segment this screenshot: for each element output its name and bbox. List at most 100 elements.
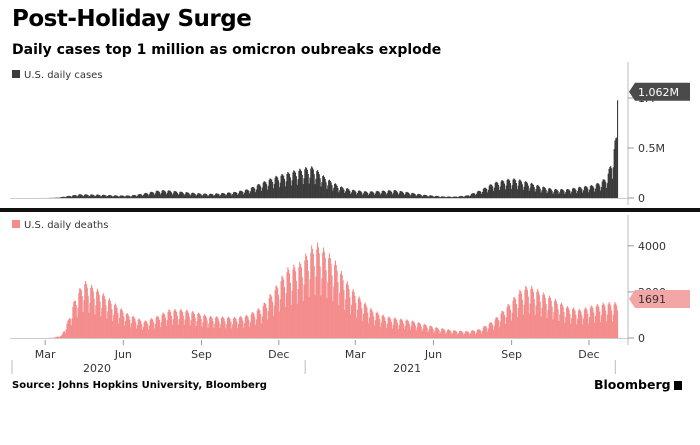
- cases-bar: [473, 193, 475, 198]
- cases-bar: [82, 196, 84, 198]
- cases-bar: [143, 193, 145, 198]
- deaths-bar: [390, 318, 392, 338]
- deaths-bar: [502, 311, 504, 338]
- cases-bar: [189, 195, 191, 198]
- deaths-bar: [196, 321, 198, 338]
- deaths-bar: [285, 293, 287, 338]
- deaths-bar: [221, 317, 223, 338]
- deaths-bar: [330, 263, 332, 338]
- deaths-bar: [247, 316, 249, 338]
- deaths-bar: [165, 325, 167, 338]
- cases-bar: [512, 179, 514, 198]
- cases-bar: [169, 190, 171, 198]
- deaths-bar: [278, 311, 280, 338]
- cases-bar: [268, 180, 270, 198]
- cases-bar: [130, 196, 133, 198]
- cases-bar: [176, 192, 178, 198]
- cases-bar: [253, 187, 255, 198]
- cases-bar: [113, 196, 115, 198]
- deaths-bar: [311, 245, 313, 338]
- cases-bar: [608, 168, 610, 198]
- deaths-bar: [189, 325, 191, 338]
- deaths-bar: [75, 304, 77, 338]
- cases-bar: [239, 190, 241, 198]
- cases-bar: [153, 192, 155, 198]
- deaths-bar: [324, 257, 326, 338]
- cases-bar: [398, 193, 400, 198]
- cases-bar: [267, 185, 269, 198]
- cases-bar: [94, 196, 96, 198]
- deaths-bar: [390, 321, 393, 338]
- deaths-bar: [91, 287, 93, 338]
- deaths-bar: [460, 331, 462, 338]
- deaths-bar: [570, 323, 572, 338]
- cases-bar: [76, 196, 78, 198]
- deaths-bar: [109, 300, 111, 338]
- cases-bar: [544, 188, 546, 198]
- brand-mark-icon: [673, 381, 682, 390]
- cases-bar: [263, 181, 265, 198]
- deaths-bar: [103, 295, 105, 338]
- cases-bar: [118, 196, 120, 198]
- deaths-bar: [558, 321, 560, 338]
- cases-bar: [501, 180, 503, 198]
- cases-bar: [259, 184, 261, 198]
- deaths-bar: [507, 304, 509, 338]
- cases-bar: [109, 195, 111, 198]
- cases-bar: [457, 197, 459, 198]
- deaths-bar: [471, 330, 473, 338]
- cases-bar: [280, 175, 282, 198]
- deaths-bar: [438, 330, 440, 338]
- cases-bar: [294, 171, 296, 198]
- deaths-bar: [595, 306, 597, 338]
- cases-bar: [597, 183, 599, 198]
- deaths-bar: [407, 321, 410, 338]
- cases-bar: [511, 185, 513, 198]
- cases-bar: [121, 195, 123, 198]
- deaths-bar: [57, 336, 59, 338]
- x-tick-label: Dec: [578, 348, 599, 361]
- deaths-bar: [156, 315, 158, 338]
- cases-bar: [405, 192, 407, 198]
- deaths-bar: [120, 308, 122, 338]
- deaths-bar: [456, 332, 458, 338]
- deaths-bar: [576, 324, 578, 338]
- deaths-bar: [270, 294, 272, 338]
- deaths-bar: [70, 325, 72, 338]
- deaths-bar: [386, 323, 388, 338]
- deaths-last-value-label: 1691: [638, 293, 666, 306]
- deaths-bar: [92, 291, 94, 338]
- deaths-bar: [408, 324, 410, 338]
- cases-bar: [343, 189, 345, 198]
- cases-bar: [139, 194, 141, 198]
- deaths-bar: [497, 317, 499, 338]
- deaths-bar: [300, 263, 302, 338]
- deaths-bar: [177, 324, 179, 338]
- cases-bar: [210, 193, 212, 198]
- deaths-bar: [76, 317, 78, 338]
- cases-bar: [226, 192, 229, 198]
- cases-bar: [206, 194, 208, 198]
- cases-bar: [70, 196, 72, 198]
- cases-bar: [254, 188, 256, 198]
- cases-bar: [160, 192, 162, 198]
- deaths-bar: [373, 316, 375, 338]
- deaths-bar: [443, 329, 445, 338]
- cases-bar: [338, 192, 340, 198]
- deaths-bar: [64, 332, 66, 338]
- deaths-bar: [543, 292, 545, 338]
- deaths-bar: [371, 310, 373, 339]
- cases-bar: [415, 195, 417, 198]
- deaths-bar: [95, 305, 97, 338]
- deaths-bar: [425, 325, 427, 338]
- cases-bar: [117, 195, 119, 198]
- deaths-bar: [501, 310, 503, 338]
- cases-bar: [234, 192, 236, 198]
- deaths-bar: [505, 317, 507, 338]
- cases-bar: [63, 196, 65, 198]
- cases-bar: [550, 189, 552, 198]
- cases-bar: [375, 191, 377, 198]
- cases-bar: [616, 137, 618, 198]
- deaths-bar: [142, 326, 144, 338]
- cases-bar: [317, 171, 319, 198]
